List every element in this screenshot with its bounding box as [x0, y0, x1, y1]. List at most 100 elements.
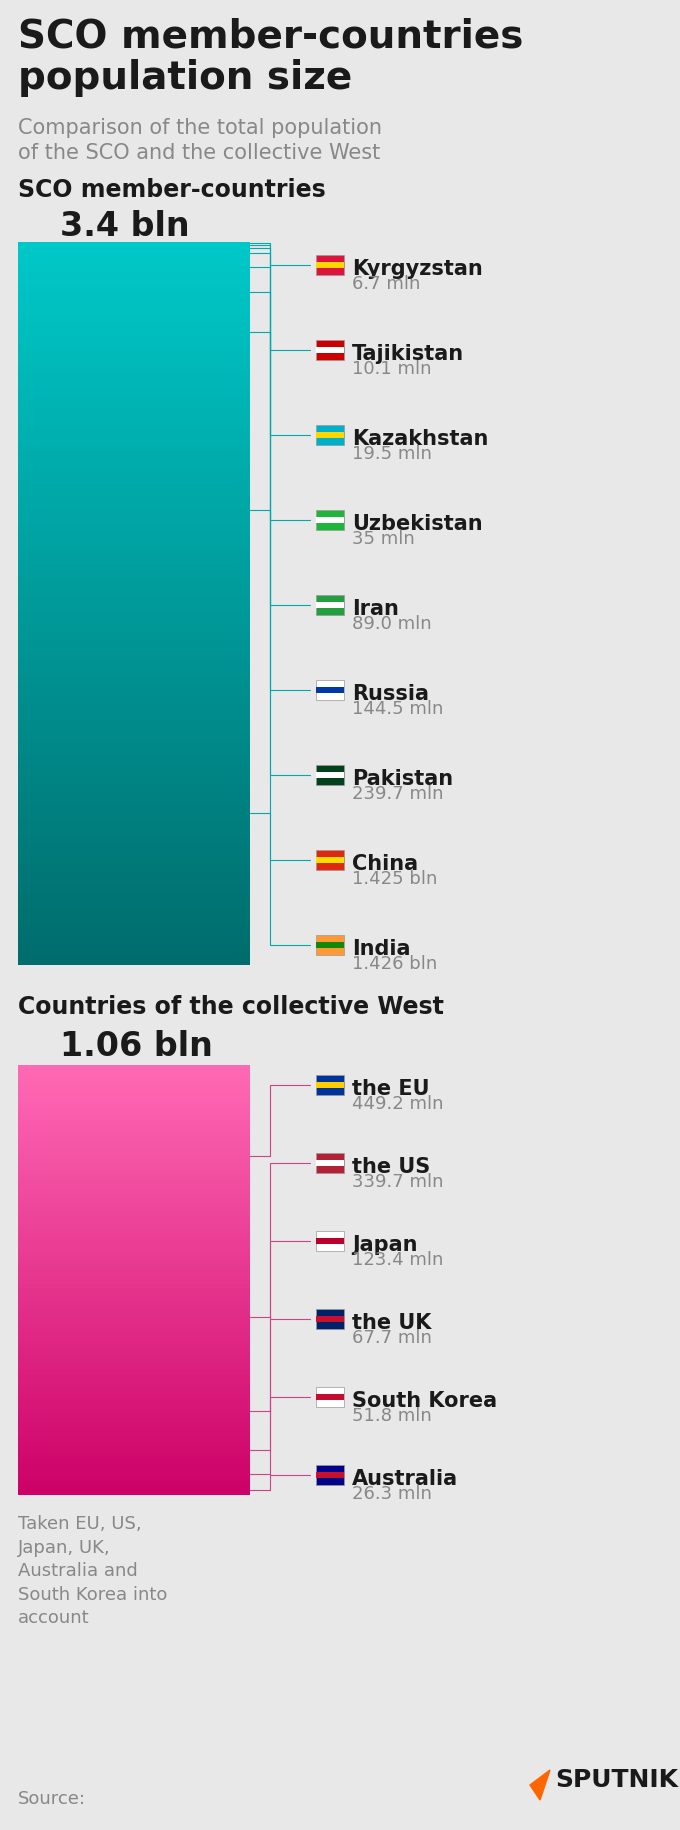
- Bar: [18, 908, 250, 915]
- Bar: [18, 1279, 250, 1285]
- Bar: [18, 756, 250, 763]
- Text: 3.4 bln: 3.4 bln: [60, 210, 190, 243]
- Text: Source:: Source:: [18, 1790, 86, 1808]
- Bar: [18, 1336, 250, 1340]
- Bar: [18, 697, 250, 705]
- Bar: [18, 1147, 250, 1151]
- Bar: [18, 285, 250, 293]
- Bar: [18, 445, 250, 452]
- Bar: [18, 1129, 250, 1135]
- Bar: [18, 1378, 250, 1383]
- Bar: [18, 1409, 250, 1413]
- Bar: [18, 785, 250, 792]
- Bar: [18, 337, 250, 344]
- Bar: [18, 401, 250, 408]
- Bar: [18, 322, 250, 329]
- Text: Russia: Russia: [352, 684, 429, 705]
- Bar: [18, 523, 250, 531]
- Bar: [18, 351, 250, 357]
- Text: SPUTNIK: SPUTNIK: [555, 1768, 678, 1792]
- Bar: [18, 1413, 250, 1418]
- Bar: [18, 1297, 250, 1301]
- Text: the EU: the EU: [352, 1080, 430, 1100]
- Bar: [18, 950, 250, 957]
- Bar: [18, 1103, 250, 1107]
- Bar: [316, 765, 344, 785]
- Text: Australia: Australia: [352, 1469, 458, 1490]
- Bar: [18, 1349, 250, 1352]
- Bar: [18, 1457, 250, 1460]
- Bar: [18, 1491, 250, 1495]
- Bar: [18, 1091, 250, 1094]
- Bar: [18, 770, 250, 778]
- Bar: [18, 878, 250, 886]
- Bar: [18, 496, 250, 501]
- Bar: [18, 597, 250, 604]
- Bar: [18, 1396, 250, 1400]
- Bar: [18, 1362, 250, 1365]
- Bar: [18, 1405, 250, 1409]
- Bar: [18, 1448, 250, 1451]
- Bar: [316, 432, 344, 439]
- Bar: [18, 1246, 250, 1250]
- Bar: [18, 633, 250, 640]
- Bar: [18, 1142, 250, 1147]
- Bar: [18, 930, 250, 937]
- Bar: [18, 1113, 250, 1116]
- Bar: [18, 1400, 250, 1405]
- Bar: [18, 1482, 250, 1486]
- Bar: [18, 864, 250, 871]
- Bar: [18, 719, 250, 727]
- Bar: [18, 1116, 250, 1122]
- Bar: [316, 1316, 344, 1323]
- Bar: [18, 1164, 250, 1168]
- Bar: [18, 1186, 250, 1190]
- Bar: [18, 705, 250, 712]
- Bar: [18, 1374, 250, 1378]
- Bar: [316, 772, 344, 778]
- Bar: [18, 1135, 250, 1138]
- Bar: [18, 1479, 250, 1482]
- Bar: [18, 778, 250, 785]
- Bar: [18, 575, 250, 582]
- Bar: [18, 423, 250, 430]
- Bar: [18, 1464, 250, 1469]
- Bar: [18, 271, 250, 278]
- Bar: [18, 1294, 250, 1297]
- Bar: [18, 1107, 250, 1113]
- Bar: [18, 813, 250, 820]
- Bar: [18, 1078, 250, 1082]
- Text: Countries of the collective West: Countries of the collective West: [18, 996, 444, 1019]
- Text: Iran: Iran: [352, 598, 399, 619]
- Bar: [18, 1065, 250, 1069]
- Bar: [316, 346, 344, 353]
- Bar: [18, 640, 250, 646]
- Bar: [18, 1168, 250, 1173]
- Bar: [316, 1387, 344, 1407]
- Bar: [18, 1122, 250, 1125]
- Bar: [18, 1100, 250, 1103]
- Text: 67.7 mln: 67.7 mln: [352, 1329, 432, 1347]
- Bar: [18, 249, 250, 256]
- Text: 449.2 mln: 449.2 mln: [352, 1094, 443, 1113]
- Bar: [316, 516, 344, 523]
- Bar: [18, 1250, 250, 1254]
- Bar: [18, 1288, 250, 1294]
- Bar: [18, 712, 250, 719]
- Bar: [18, 437, 250, 445]
- Text: 239.7 mln: 239.7 mln: [352, 785, 443, 803]
- Bar: [18, 278, 250, 285]
- Text: the US: the US: [352, 1157, 430, 1177]
- Bar: [18, 467, 250, 474]
- Bar: [18, 364, 250, 371]
- Bar: [18, 371, 250, 379]
- Text: 35 mln: 35 mln: [352, 531, 415, 547]
- Bar: [316, 340, 344, 361]
- Bar: [316, 1471, 344, 1479]
- Bar: [18, 734, 250, 741]
- Bar: [18, 1259, 250, 1263]
- Bar: [18, 489, 250, 496]
- Bar: [316, 1466, 344, 1484]
- Text: 89.0 mln: 89.0 mln: [352, 615, 432, 633]
- Bar: [18, 307, 250, 315]
